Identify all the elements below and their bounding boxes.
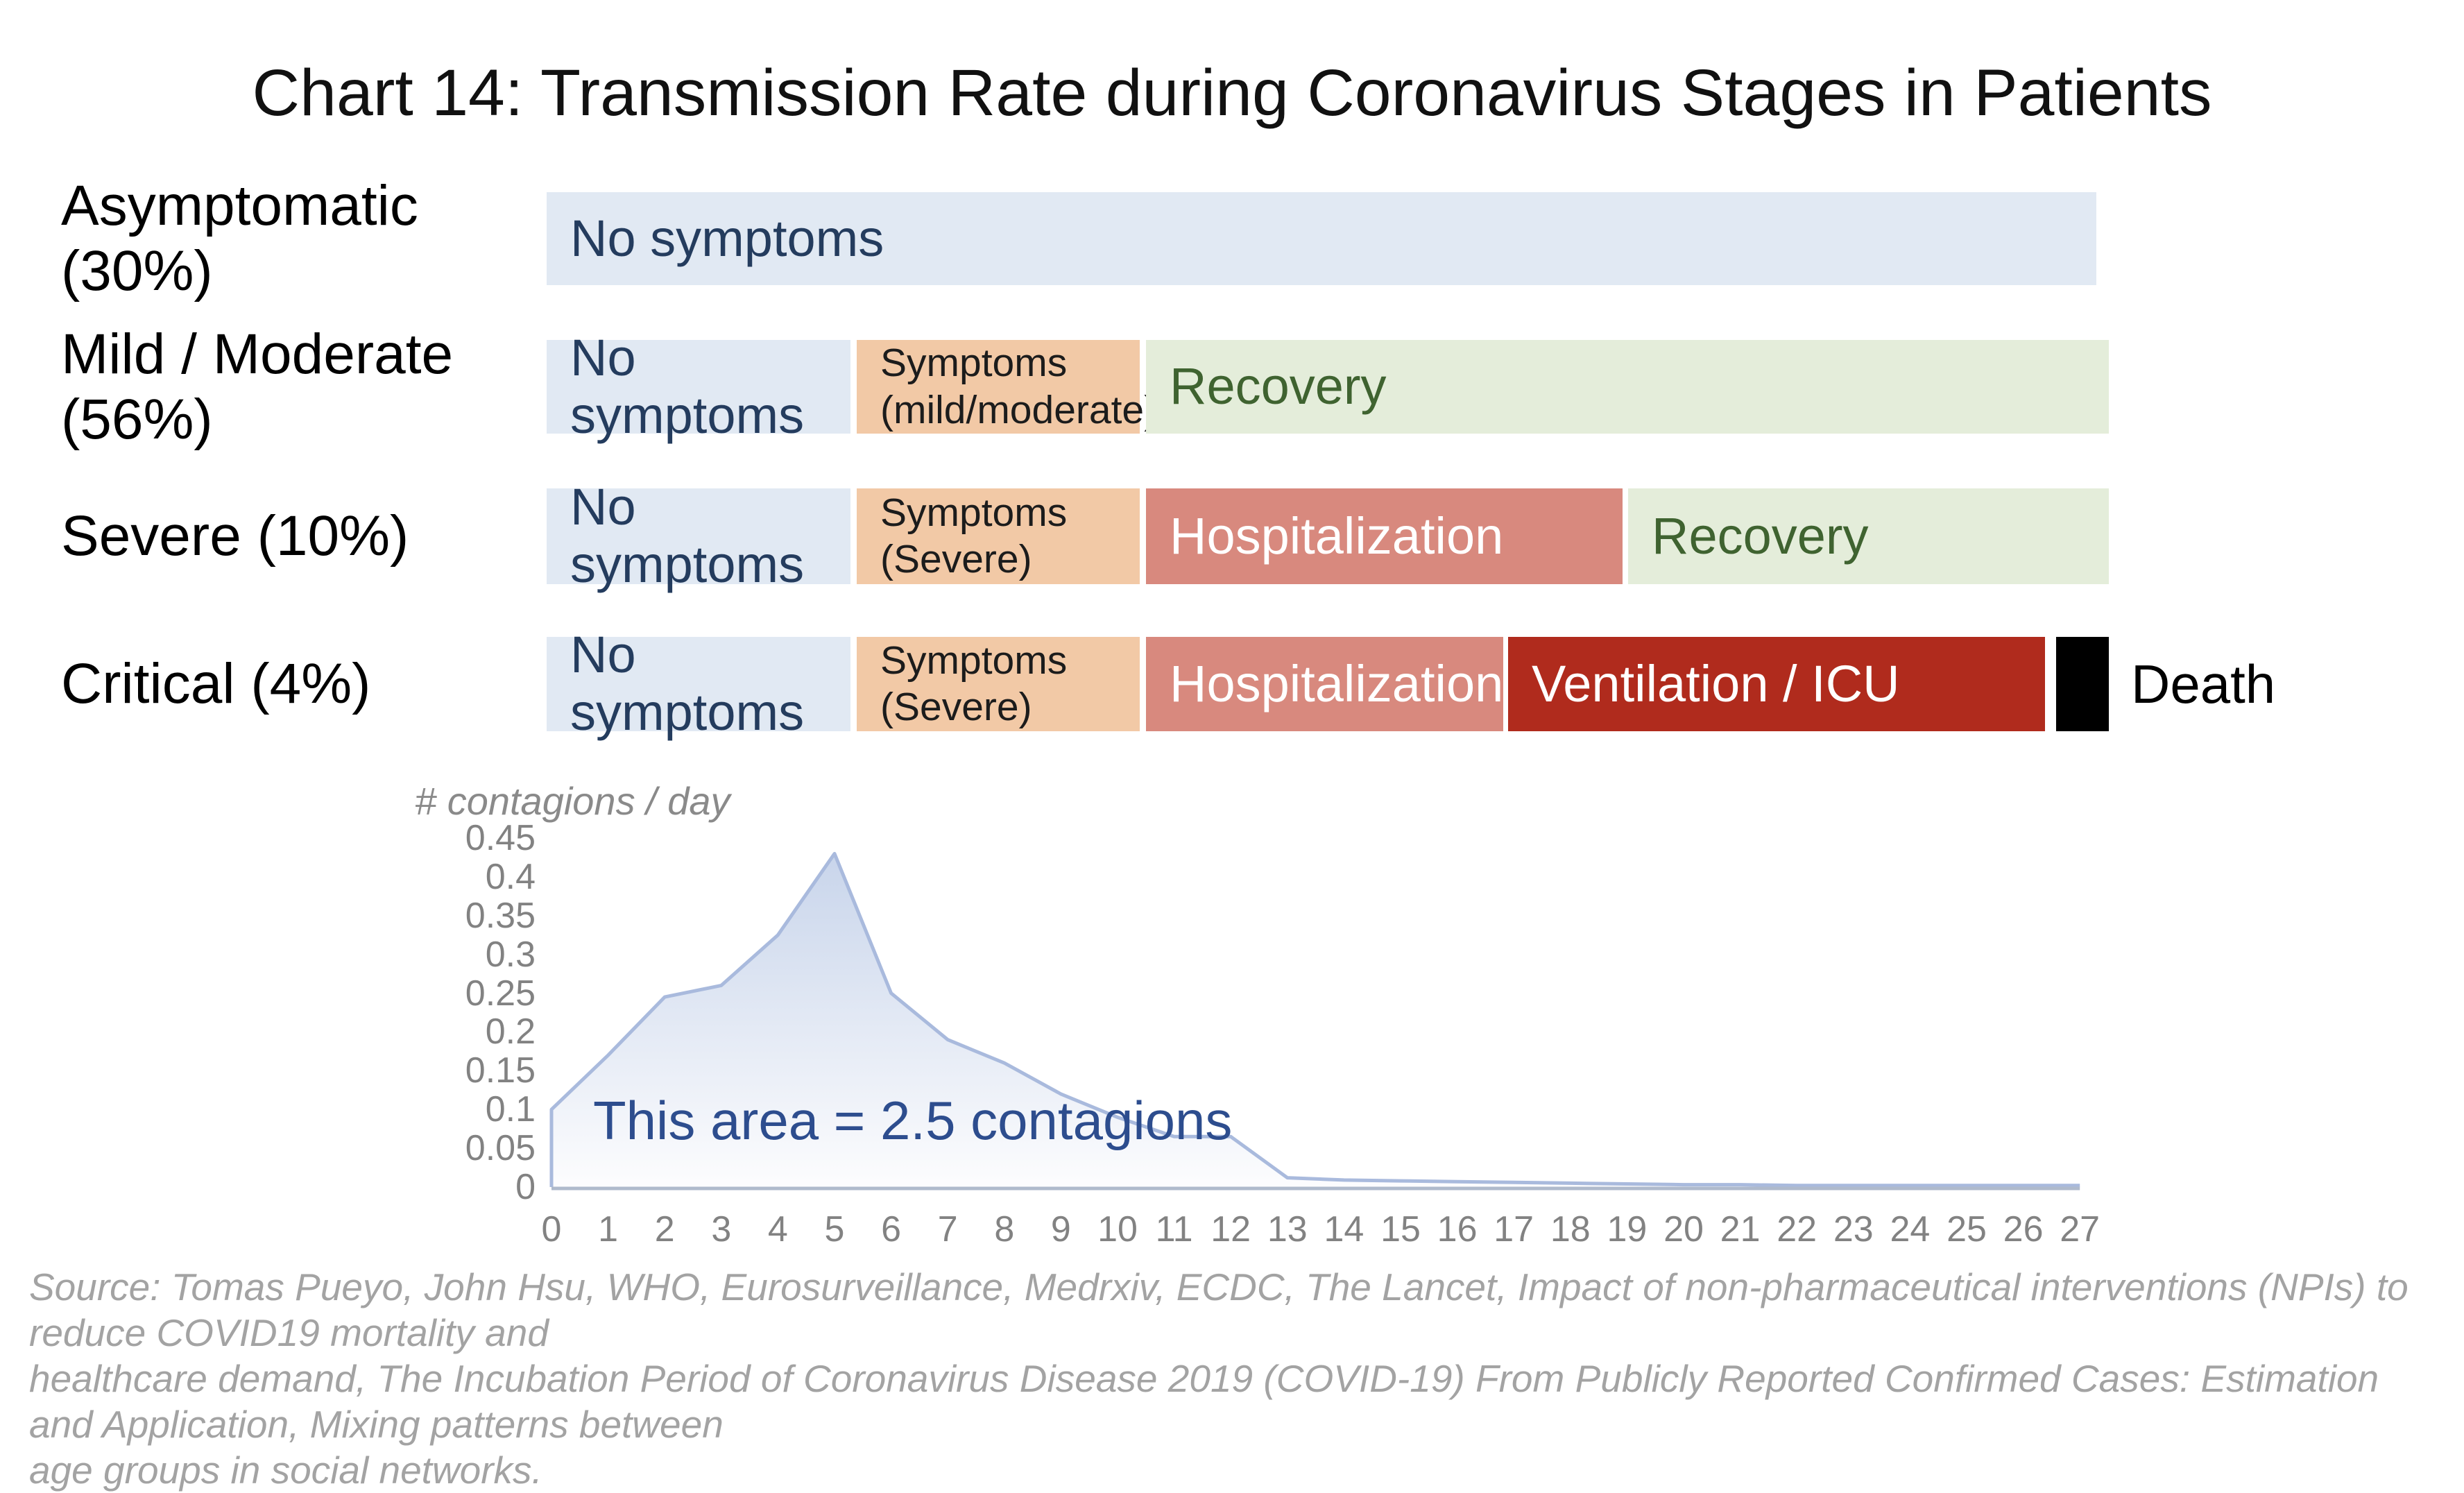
x-tick-15: 15 — [1380, 1209, 1421, 1249]
stage-segment-1-0: No symptoms — [547, 329, 850, 443]
y-tick-0.2: 0.2 — [485, 1012, 536, 1052]
x-tick-21: 21 — [1720, 1209, 1761, 1249]
stage-segment-3-1: Symptoms (Severe) — [857, 637, 1140, 731]
y-tick-0: 0 — [515, 1167, 536, 1207]
x-tick-10: 10 — [1097, 1209, 1138, 1249]
stage-segment-1-1: Symptoms (mild/moderate) — [857, 340, 1158, 434]
y-tick-0.45: 0.45 — [465, 818, 536, 858]
x-tick-4: 4 — [767, 1209, 788, 1249]
area-annotation: This area = 2.5 contagions — [593, 1090, 1233, 1151]
stage-segment-text: Symptoms — [880, 341, 1068, 386]
stage-segment-text: (mild/moderate) — [880, 387, 1158, 432]
source-line: Source: Tomas Pueyo, John Hsu, WHO, Euro… — [29, 1265, 2409, 1354]
stage-segment-3-3: Ventilation / ICU — [1508, 637, 2045, 731]
stage-segment-text: Hospitalization — [1170, 506, 1504, 565]
row-label-1: Mild / Moderate (56%) — [61, 322, 454, 451]
x-tick-23: 23 — [1833, 1209, 1874, 1249]
x-tick-25: 25 — [1947, 1209, 1987, 1249]
x-tick-13: 13 — [1267, 1209, 1308, 1249]
source-line: age groups in social networks. — [29, 1449, 542, 1492]
x-tick-3: 3 — [711, 1209, 732, 1249]
stage-segment-0-0: No symptoms — [547, 192, 2096, 285]
x-tick-5: 5 — [824, 1209, 845, 1249]
x-tick-6: 6 — [881, 1209, 902, 1249]
stage-segment-text: No symptoms — [570, 478, 805, 593]
stage-segment-text: (Severe) — [880, 537, 1032, 581]
stage-segment-text: Recovery — [1652, 506, 1869, 565]
chart-canvas: Chart 14: Transmission Rate during Coron… — [29, 56, 2409, 1492]
y-tick-0.35: 0.35 — [465, 895, 536, 936]
stage-segment-text: Hospitalization — [1170, 654, 1504, 713]
row-label-3: Critical (4%) — [61, 652, 371, 715]
stage-segment-2-1: Symptoms (Severe) — [857, 488, 1140, 584]
source-line: healthcare demand, The Incubation Period… — [29, 1357, 2379, 1446]
x-tick-0: 0 — [541, 1209, 562, 1249]
x-tick-27: 27 — [2060, 1209, 2101, 1249]
y-tick-0.25: 0.25 — [465, 973, 536, 1014]
stage-segment-3-0: No symptoms — [547, 626, 850, 741]
stage-segment-text: No symptoms — [570, 626, 805, 741]
row-label-0: Asymptomatic (30%) — [61, 174, 418, 302]
x-tick-8: 8 — [994, 1209, 1015, 1249]
row-label-2: Severe (10%) — [61, 504, 409, 568]
stage-segment-text: Symptoms — [880, 490, 1068, 535]
death-label: Death — [2131, 653, 2276, 715]
x-tick-20: 20 — [1663, 1209, 1704, 1249]
stage-segment-text: Ventilation / ICU — [1532, 654, 1900, 713]
stage-segment-text: Recovery — [1170, 357, 1387, 416]
x-tick-14: 14 — [1324, 1209, 1364, 1249]
x-tick-16: 16 — [1437, 1209, 1478, 1249]
x-tick-26: 26 — [2003, 1209, 2044, 1249]
y-axis-title: # contagions / day — [415, 779, 730, 823]
x-tick-12: 12 — [1210, 1209, 1251, 1249]
stage-segment-2-0: No symptoms — [547, 478, 850, 593]
stage-segment-1-2: Recovery — [1146, 340, 2109, 434]
x-tick-24: 24 — [1890, 1209, 1931, 1249]
x-tick-22: 22 — [1777, 1209, 1817, 1249]
stage-segment-text: Symptoms — [880, 638, 1068, 683]
x-tick-18: 18 — [1550, 1209, 1591, 1249]
x-tick-17: 17 — [1494, 1209, 1534, 1249]
x-tick-9: 9 — [1050, 1209, 1071, 1249]
stage-segment-3-2: Hospitalization — [1146, 637, 1503, 731]
source-note: Source: Tomas Pueyo, John Hsu, WHO, Euro… — [29, 1264, 2450, 1493]
y-tick-0.1: 0.1 — [485, 1089, 536, 1130]
x-tick-11: 11 — [1155, 1209, 1193, 1249]
y-tick-0.3: 0.3 — [485, 934, 536, 975]
x-tick-2: 2 — [654, 1209, 675, 1249]
y-tick-0.15: 0.15 — [465, 1050, 536, 1091]
stage-segment-text: No symptoms — [570, 209, 884, 267]
y-tick-0.05: 0.05 — [465, 1128, 536, 1169]
stage-segment-2-3: Recovery — [1628, 488, 2109, 584]
y-tick-0.4: 0.4 — [485, 856, 536, 897]
x-tick-7: 7 — [937, 1209, 958, 1249]
x-tick-1: 1 — [598, 1209, 619, 1249]
stage-segment-text: (Severe) — [880, 685, 1032, 729]
stage-segment-2-2: Hospitalization — [1146, 488, 1623, 584]
x-tick-19: 19 — [1607, 1209, 1648, 1249]
page-title: Chart 14: Transmission Rate during Coron… — [252, 56, 2212, 130]
stage-segment-3-4 — [2056, 637, 2109, 731]
stage-segment-text: No symptoms — [570, 328, 805, 444]
